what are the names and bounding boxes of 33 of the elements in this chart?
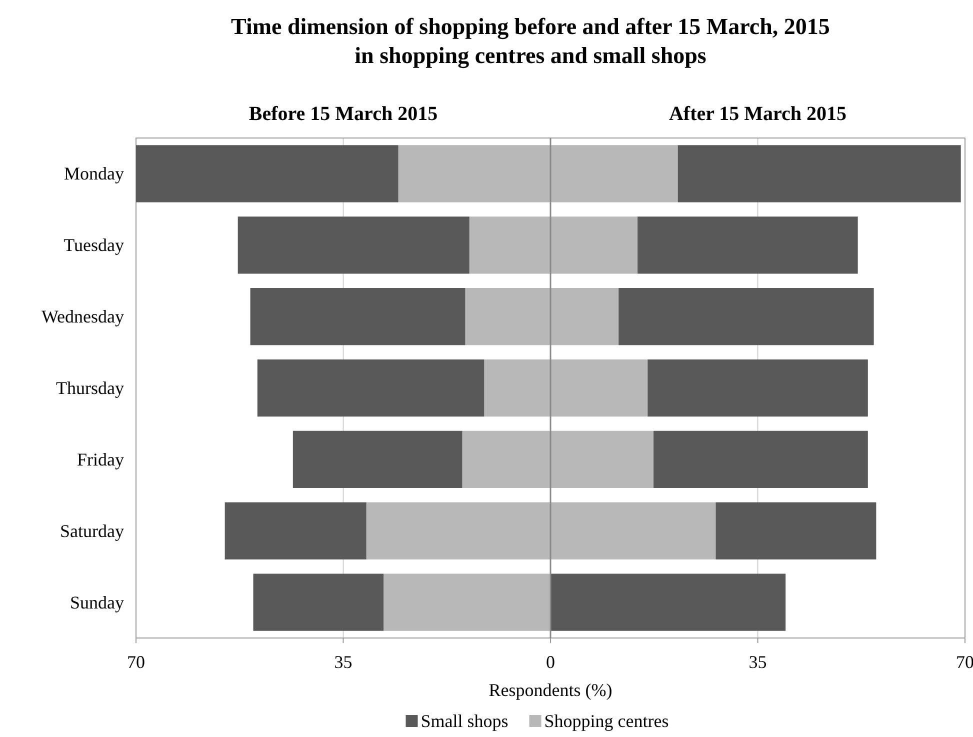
x-tick-label: 35 [748,652,767,672]
bar [638,216,858,274]
text: After 15 March 2015 [668,103,847,125]
bar [136,145,398,202]
y-tick-label: Tuesday [64,235,124,256]
bar [257,359,484,417]
y-tick-label: Thursday [56,378,124,398]
bar [292,430,462,488]
x-tick-label: 35 [334,652,352,672]
y-tick-label: Sunday [70,592,124,612]
x-axis-title: Respondents (%) [488,680,612,700]
chart-title: Time dimension of shopping before and after 15 March, 2015 in shopping centres and small shops [231,14,830,69]
y-tick-label: Saturday [60,520,124,541]
text: Before 15 March 2015 [248,103,438,125]
y-tick-label: Friday [77,449,124,470]
bar [716,502,876,560]
x-tick-label: 70 [127,652,145,672]
y-tick-label: Wednesday [41,306,124,327]
bar [550,574,786,631]
y-tick-label: Monday [64,164,124,184]
bar [678,145,961,202]
bar [238,216,470,274]
bar [224,502,366,560]
x-tick-label: 0 [546,652,555,672]
bar [250,288,466,346]
bar [618,288,874,346]
bar [384,574,550,631]
legend-label: Shopping centres [544,711,669,731]
bar [654,430,868,488]
legend-label: Small shops [420,711,508,731]
bar [648,359,868,417]
bar [253,574,384,631]
x-tick-label: 70 [956,652,973,672]
